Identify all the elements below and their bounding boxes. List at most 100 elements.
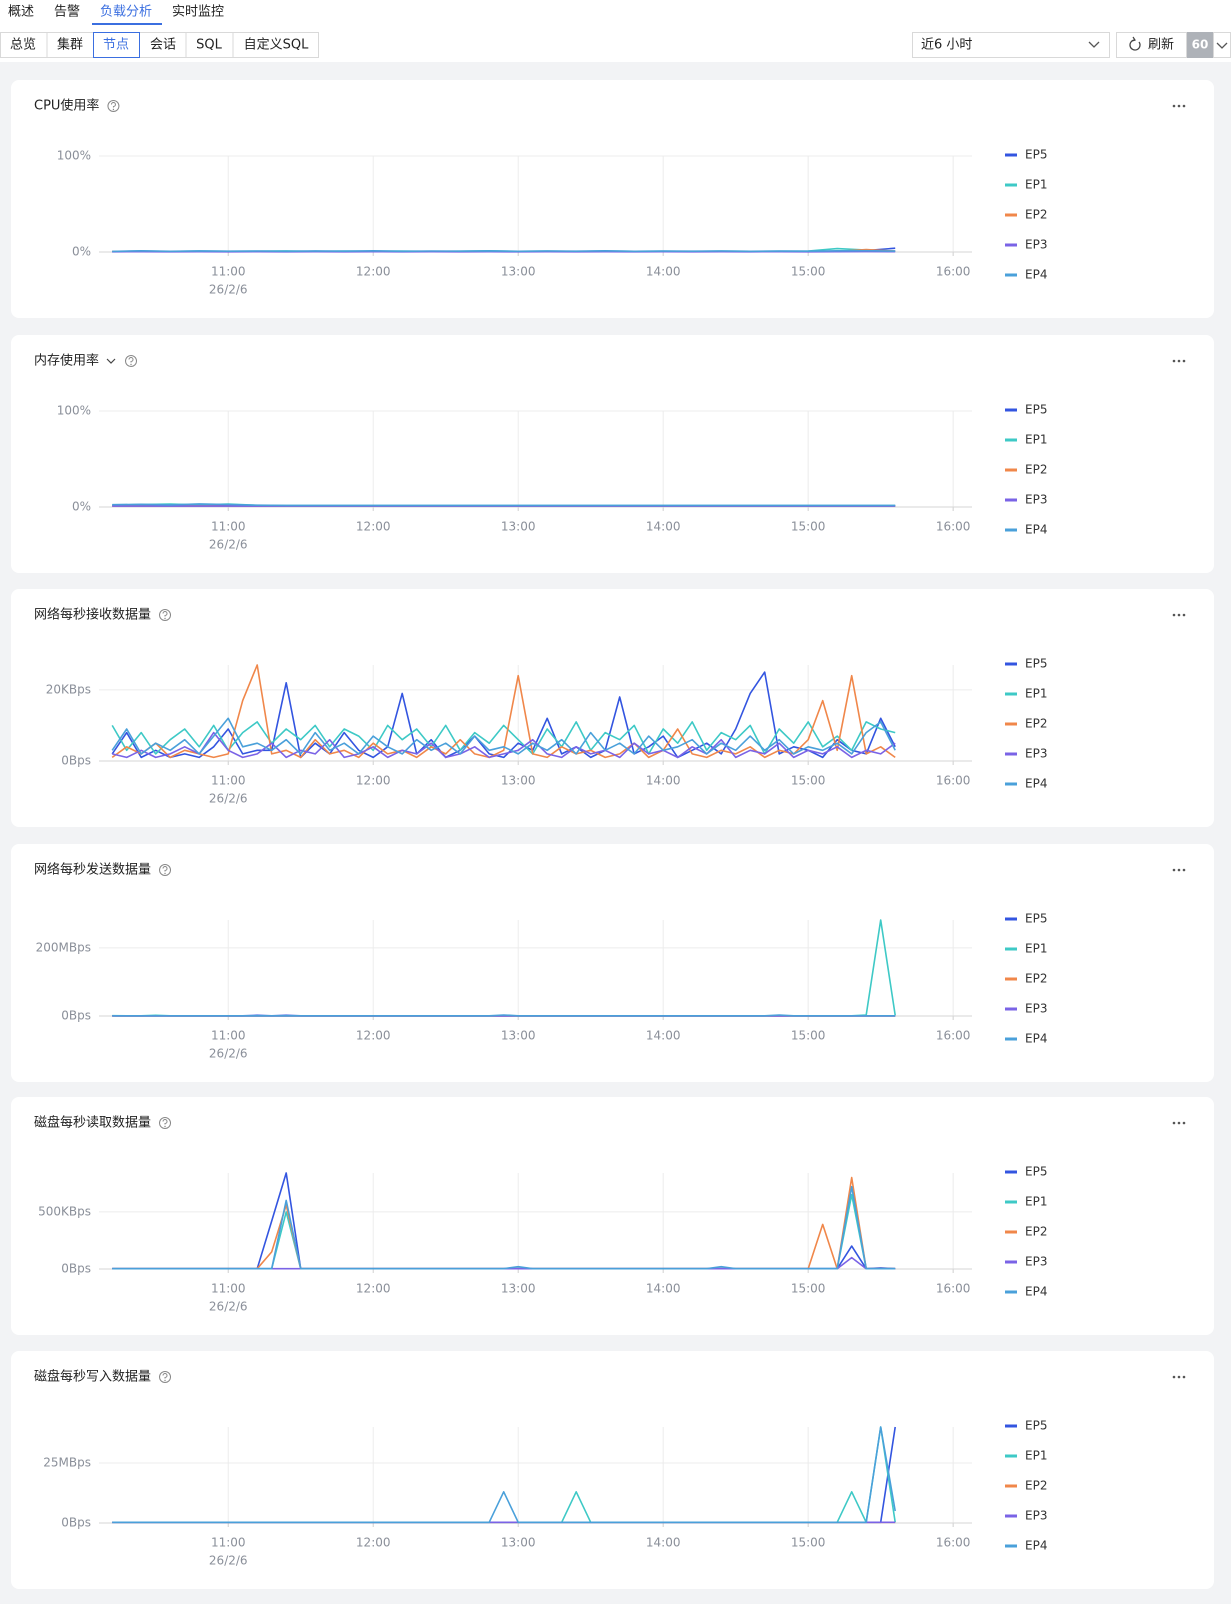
series-line (111, 664, 896, 759)
help-icon (159, 1117, 172, 1129)
subtab[interactable]: 总览 (10, 37, 36, 53)
series-line (112, 1426, 896, 1524)
help-icon-mark (162, 1373, 168, 1379)
x-tick-label: 11:00 (211, 520, 246, 534)
x-tick-label: 13:00 (501, 265, 536, 279)
time-select[interactable] (912, 32, 1110, 58)
x-tick-label: 15:00 (791, 1029, 826, 1043)
x-tick-label: 12:00 (356, 1029, 391, 1043)
x-tick-label: 15:00 (791, 1536, 826, 1550)
series-line (112, 731, 896, 759)
more-menu-dot (1177, 104, 1181, 108)
legend-label: EP1 (1025, 687, 1047, 701)
help-icon-mark (162, 1119, 168, 1125)
x-tick-label: 16:00 (936, 1536, 971, 1550)
legend-label: EP2 (1025, 972, 1047, 986)
more-menu-dot (1172, 613, 1176, 617)
help-icon-mark (162, 866, 168, 872)
subtab[interactable]: SQL (196, 38, 222, 53)
more-menu-dot (1177, 613, 1181, 617)
help-icon (159, 864, 172, 876)
more-menu-dot (1172, 1121, 1176, 1125)
tab[interactable]: 概述 (8, 5, 34, 20)
interval-value: 60 (1192, 38, 1209, 52)
x-tick-label: 14:00 (646, 520, 681, 534)
x-tick-label: 14:00 (646, 774, 681, 788)
x-date-label: 26/2/6 (209, 283, 248, 297)
x-date-label: 26/2/6 (209, 1047, 248, 1061)
x-tick-label: 12:00 (356, 265, 391, 279)
chart-title: 网络每秒接收数据量 (34, 607, 151, 623)
legend-label: EP1 (1025, 1195, 1047, 1209)
series-line (112, 1185, 896, 1270)
x-tick-label: 12:00 (356, 774, 391, 788)
more-menu-dot (1182, 868, 1186, 872)
more-menu-dot (1177, 1121, 1181, 1125)
help-icon-dot (130, 363, 132, 366)
more-menu-dot (1177, 359, 1181, 363)
chart-panel (11, 844, 1214, 1082)
chart-panel (11, 1097, 1214, 1335)
legend-label: EP2 (1025, 208, 1047, 222)
content-bg (0, 62, 1231, 1604)
chart-panel (11, 589, 1214, 827)
x-date-label: 26/2/6 (209, 1554, 248, 1568)
tab[interactable]: 实时监控 (172, 5, 224, 20)
x-tick-label: 15:00 (791, 520, 826, 534)
more-menu-dot (1182, 1121, 1186, 1125)
x-tick-label: 11:00 (211, 1536, 246, 1550)
subtab-frame (0, 32, 319, 58)
time-select-value: 近6 小时 (921, 38, 972, 53)
chevron (1216, 42, 1228, 49)
interval-box[interactable] (1187, 32, 1213, 58)
tab[interactable]: 告警 (54, 4, 80, 20)
x-tick-label: 14:00 (646, 265, 681, 279)
subtab[interactable]: 自定义SQL (244, 38, 309, 53)
x-tick-label: 13:00 (501, 1536, 536, 1550)
refresh-label: 刷新 (1148, 37, 1174, 53)
series-line (111, 671, 896, 759)
y-tick-label: 500KBps (38, 1204, 91, 1218)
subtab[interactable]: 会话 (150, 38, 176, 53)
help-icon-mark (162, 611, 168, 617)
series-line (112, 1014, 896, 1017)
series-line (112, 503, 896, 507)
help-icon (159, 609, 172, 621)
y-tick-label: 20KBps (46, 682, 91, 696)
legend-label: EP4 (1025, 523, 1047, 537)
help-icon-dot (164, 1125, 166, 1128)
legend-label: EP1 (1025, 1449, 1047, 1463)
x-date-label: 26/2/6 (209, 1300, 248, 1314)
help-icon (125, 355, 138, 367)
more-menu-dot (1172, 1375, 1176, 1379)
more-menu-dot (1177, 868, 1181, 872)
subtab[interactable]: 集群 (57, 37, 83, 53)
x-tick-label: 14:00 (646, 1029, 681, 1043)
subtab-active[interactable]: 节点 (103, 38, 129, 53)
more-menu-dot (1182, 613, 1186, 617)
legend-label: EP1 (1025, 942, 1047, 956)
legend-label: EP5 (1025, 1419, 1047, 1433)
interval-dropdown[interactable] (1213, 32, 1231, 58)
legend-label: EP3 (1025, 1255, 1047, 1269)
y-tick-label: 0Bps (61, 1009, 91, 1023)
more-menu-dot (1172, 359, 1176, 363)
x-tick-label: 16:00 (936, 520, 971, 534)
more-menu-dot (1182, 104, 1186, 108)
refresh-button[interactable] (1116, 32, 1187, 58)
title-dropdown-icon (106, 358, 116, 364)
legend-label: EP2 (1025, 463, 1047, 477)
legend-label: EP5 (1025, 1165, 1047, 1179)
x-tick-label: 15:00 (791, 1282, 826, 1296)
x-tick-label: 12:00 (356, 1536, 391, 1550)
chart-title: 网络每秒发送数据量 (34, 862, 151, 878)
x-tick-label: 12:00 (356, 520, 391, 534)
chart-panel (11, 80, 1214, 318)
x-tick-label: 13:00 (501, 1282, 536, 1296)
legend-label: EP1 (1025, 433, 1047, 447)
chart-title: 磁盘每秒写入数据量 (34, 1369, 151, 1385)
tab-active[interactable]: 负载分析 (100, 5, 152, 20)
help-icon-mark (110, 102, 116, 108)
y-tick-label: 100% (57, 149, 91, 163)
help-icon-mark (128, 357, 134, 363)
